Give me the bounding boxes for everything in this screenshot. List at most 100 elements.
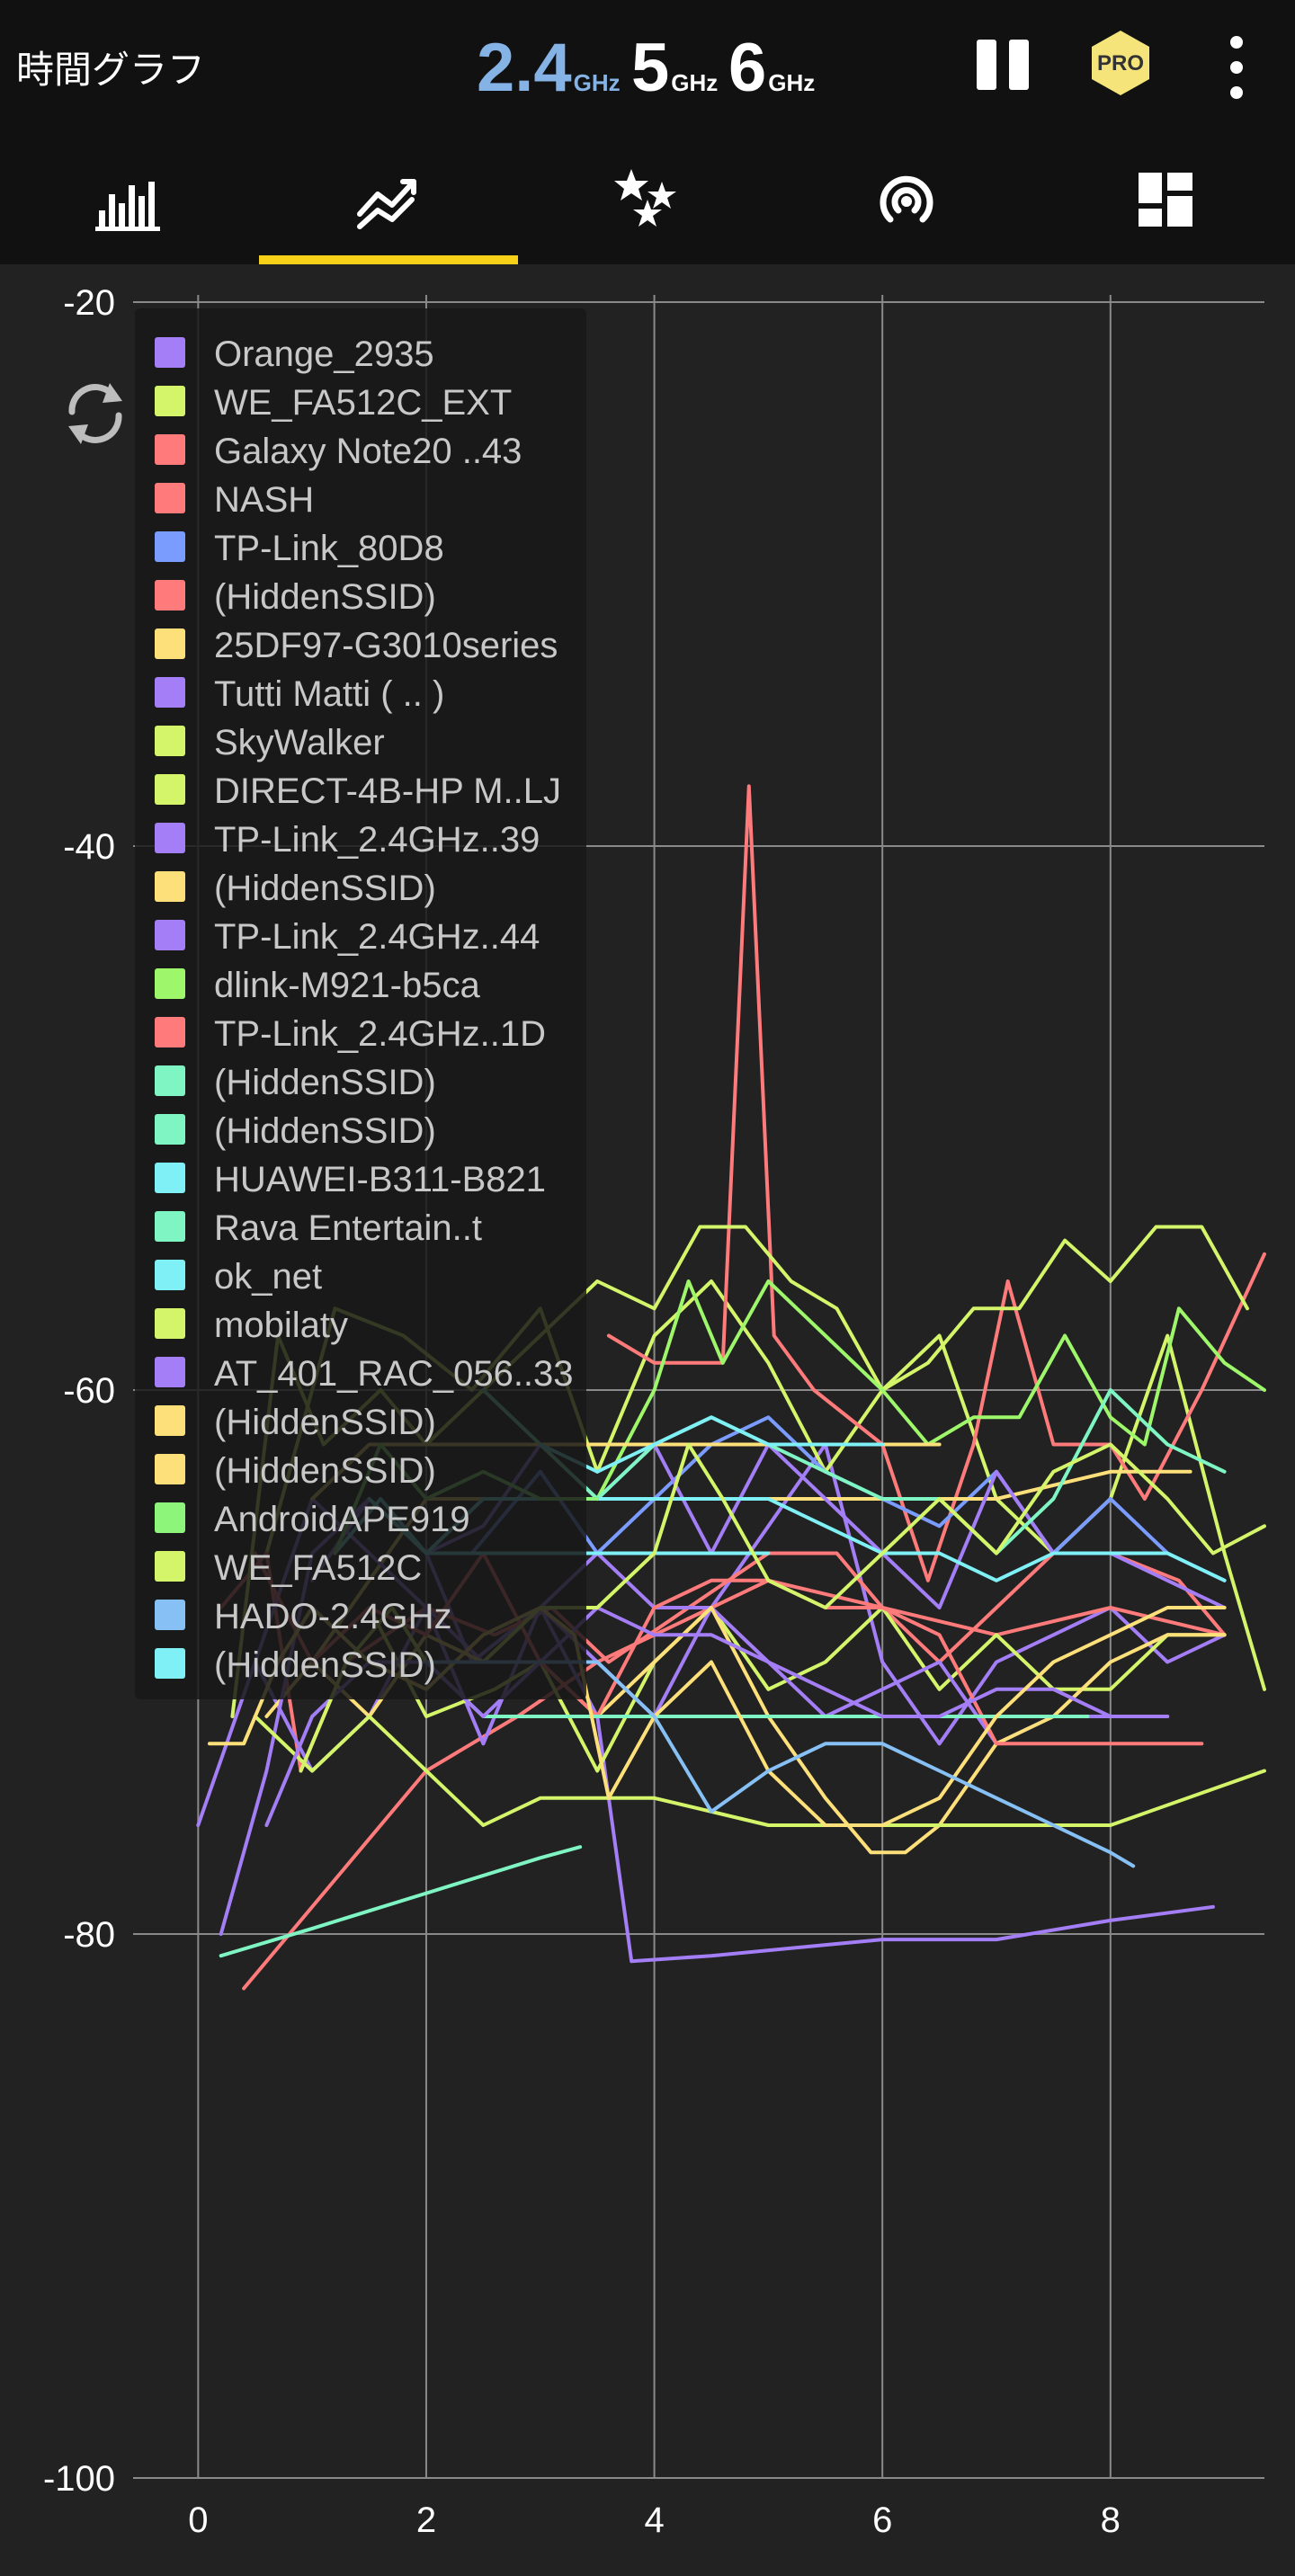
legend-swatch — [155, 677, 185, 708]
band-2-4ghz-unit: GHz — [573, 69, 621, 96]
legend-label: ok_net — [214, 1257, 323, 1297]
legend-swatch — [155, 1551, 185, 1582]
legend-label: DIRECT-4B-HP M..LJ — [214, 771, 561, 811]
x-tick-label: 0 — [188, 2500, 208, 2540]
legend-label: (HiddenSSID) — [214, 1645, 436, 1685]
band-6ghz-value: 6 — [728, 30, 767, 106]
legend-label: Tutti Matti ( .. ) — [214, 674, 445, 714]
legend-swatch — [155, 1405, 185, 1436]
pro-label: PRO — [1097, 51, 1144, 76]
legend-swatch — [155, 483, 185, 513]
legend-label: Rava Entertain..t — [214, 1208, 482, 1248]
legend-swatch — [155, 1357, 185, 1387]
dashboard-icon — [1139, 173, 1192, 227]
legend-label: AndroidAPE919 — [214, 1500, 470, 1539]
legend-label: WE_FA512C — [214, 1548, 423, 1588]
band-2-4ghz-value: 2.4 — [477, 30, 572, 106]
pro-badge-icon[interactable]: PRO — [1086, 29, 1155, 97]
band-5ghz-unit: GHz — [671, 69, 719, 96]
band-6ghz-unit: GHz — [768, 69, 816, 96]
y-tick-label: -80 — [63, 1915, 115, 1955]
legend-label: (HiddenSSID) — [214, 869, 436, 908]
time-graph-chart: -20 -40 -60 -80 -100 0 2 4 6 8 — [0, 264, 1295, 2572]
legend-label: (HiddenSSID) — [214, 1403, 436, 1442]
legend-swatch — [155, 1163, 185, 1193]
legend-swatch — [155, 434, 185, 465]
legend-label: TP-Link_80D8 — [214, 529, 444, 568]
legend-label: mobilaty — [214, 1306, 348, 1345]
legend-swatch — [155, 1211, 185, 1242]
app-bar: 時間グラフ 2.4GHz 5GHz 6GHz PRO — [0, 0, 1295, 144]
legend-label: NASH — [214, 480, 315, 520]
more-vert-icon[interactable] — [1221, 36, 1254, 99]
legend-swatch — [155, 871, 185, 902]
legend-label: Galaxy Note20 ..43 — [214, 432, 522, 471]
tab-channel-graph[interactable] — [0, 144, 259, 264]
band-2-4ghz-button[interactable]: 2.4GHz — [477, 34, 621, 103]
legend-label: HUAWEI-B311-B821 — [214, 1160, 547, 1199]
legend-swatch — [155, 1017, 185, 1047]
x-tick-label: 8 — [1101, 2500, 1121, 2540]
legend-swatch — [155, 726, 185, 756]
access-point-icon — [880, 175, 933, 223]
chart-svg: -20 -40 -60 -80 -100 0 2 4 6 8 — [43, 283, 1266, 2540]
series-line — [219, 1845, 583, 1958]
y-tick-label: -20 — [63, 283, 115, 323]
y-tick-label: -60 — [63, 1371, 115, 1411]
x-tick-label: 6 — [872, 2500, 892, 2540]
legend-swatch — [155, 337, 185, 368]
legend-swatch — [155, 1454, 185, 1484]
legend-swatch — [155, 1114, 185, 1145]
legend-label: TP-Link_2.4GHz..39 — [214, 820, 540, 860]
series-line — [253, 1715, 1266, 1827]
legend-label: Orange_2935 — [214, 334, 434, 374]
legend-swatch — [155, 1260, 185, 1290]
bar-chart-icon — [95, 182, 160, 231]
legend-swatch — [155, 920, 185, 950]
legend-label: 25DF97-G3010series — [214, 626, 558, 665]
chart-axes: -20 -40 -60 -80 -100 0 2 4 6 8 — [43, 283, 1121, 2540]
band-6ghz-button[interactable]: 6GHz — [728, 34, 815, 103]
stars-icon — [614, 169, 676, 227]
tab-dashboard[interactable] — [1036, 144, 1295, 264]
tab-channel-rating[interactable] — [518, 144, 777, 264]
legend-swatch — [155, 1502, 185, 1533]
screen-title: 時間グラフ — [16, 48, 206, 92]
legend-swatch — [155, 1648, 185, 1679]
series-line — [606, 784, 1266, 1582]
refresh-icon[interactable] — [58, 376, 133, 451]
legend-label: (HiddenSSID) — [214, 577, 436, 617]
legend-label: (HiddenSSID) — [214, 1063, 436, 1102]
tab-bar — [0, 144, 1295, 264]
series-line — [595, 1279, 1266, 1501]
tab-time-graph[interactable] — [259, 144, 518, 264]
time-graph-icon — [357, 179, 416, 229]
legend-label: dlink-M921-b5ca — [214, 966, 480, 1005]
legend-label: WE_FA512C_EXT — [214, 383, 513, 423]
x-tick-label: 4 — [644, 2500, 664, 2540]
band-5ghz-button[interactable]: 5GHz — [631, 34, 718, 103]
pause-icon[interactable] — [977, 36, 1034, 94]
chart-legend: Orange_2935 WE_FA512C_EXT Galaxy Note20 ..… — [135, 308, 586, 1699]
series-line — [538, 1415, 885, 1474]
legend-label: (HiddenSSID) — [214, 1111, 436, 1151]
legend-swatch — [155, 1308, 185, 1339]
legend-label: TP-Link_2.4GHz..1D — [214, 1014, 547, 1054]
legend-label: SkyWalker — [214, 723, 385, 762]
legend-swatch — [155, 774, 185, 805]
legend-swatch — [155, 1600, 185, 1630]
legend-swatch — [155, 628, 185, 659]
x-tick-label: 2 — [416, 2500, 436, 2540]
series-line — [481, 1388, 1227, 1555]
y-tick-label: -100 — [43, 2459, 115, 2499]
legend-swatch — [155, 823, 185, 853]
series-line — [424, 1660, 1090, 1718]
tab-access-points[interactable] — [777, 144, 1036, 264]
y-tick-label: -40 — [63, 827, 115, 867]
legend-label: (HiddenSSID) — [214, 1451, 436, 1491]
band-5ghz-value: 5 — [631, 30, 670, 106]
legend-swatch — [155, 531, 185, 562]
legend-label: AT_401_RAC_056..33 — [214, 1354, 574, 1394]
legend-swatch — [155, 580, 185, 611]
legend-swatch — [155, 386, 185, 416]
